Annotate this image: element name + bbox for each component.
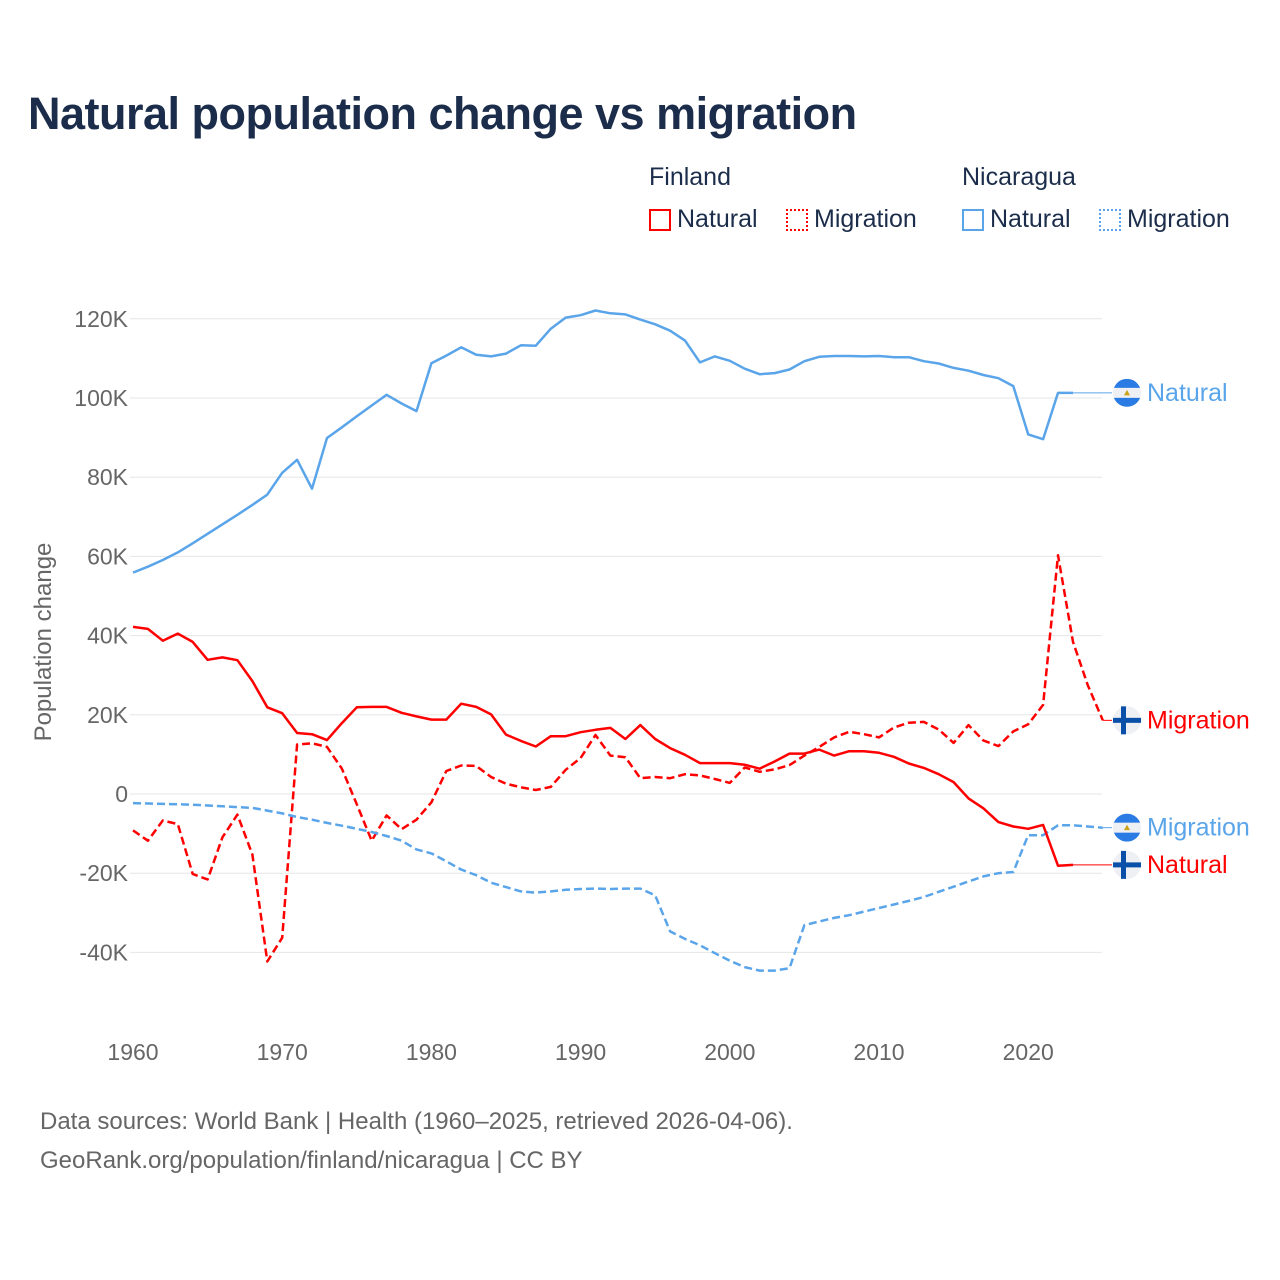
legend-item-finland-migration[interactable]: Migration	[786, 205, 917, 234]
legend-item-nicaragua-migration[interactable]: Migration	[1099, 205, 1230, 234]
legend-item-finland-natural[interactable]: Natural	[649, 205, 758, 234]
legend-label: Natural	[990, 205, 1071, 233]
series-line-finland-natural	[132, 625, 1074, 867]
series-line-finland-migration	[132, 553, 1104, 963]
legend-group-title: Finland	[649, 163, 731, 191]
legend-label: Migration	[1127, 205, 1230, 233]
y-tick-label: -20K	[79, 860, 128, 886]
legend-label: Migration	[814, 205, 917, 233]
y-tick-label: 20K	[87, 702, 129, 728]
series-end-label: Natural	[1147, 379, 1228, 407]
y-axis-label: Population change	[30, 543, 57, 742]
x-tick-label: 2010	[853, 1039, 904, 1065]
footer-sources: Data sources: World Bank | Health (1960–…	[40, 1108, 793, 1135]
series-line-nicaragua-migration	[132, 801, 1103, 972]
y-tick-label: 80K	[87, 464, 129, 490]
finland-flag-icon	[1113, 850, 1141, 879]
series-line-nicaragua-natural	[132, 309, 1073, 574]
legend-swatch-solid	[649, 208, 671, 231]
legend-swatch-solid	[962, 208, 984, 231]
legend-item-nicaragua-natural[interactable]: Natural	[962, 205, 1071, 234]
legend-label: Natural	[677, 205, 758, 233]
nicaragua-flag-icon	[1113, 813, 1141, 842]
series-end-label: Migration	[1147, 706, 1250, 734]
series-end-label: Migration	[1147, 814, 1250, 842]
y-tick-label: 0	[115, 781, 128, 807]
y-tick-label: 120K	[74, 306, 128, 332]
x-tick-label: 1960	[107, 1039, 158, 1065]
x-tick-label: 1990	[555, 1039, 606, 1065]
chart-title: Natural population change vs migration	[28, 88, 857, 139]
x-tick-label: 1970	[257, 1039, 308, 1065]
y-tick-label: 60K	[87, 543, 129, 569]
nicaragua-flag-icon	[1113, 378, 1141, 407]
legend-group-title: Nicaragua	[962, 163, 1076, 191]
finland-flag-icon	[1113, 706, 1141, 735]
y-tick-label: -40K	[79, 939, 128, 965]
footer-link[interactable]: GeoRank.org/population/finland/nicaragua…	[40, 1147, 583, 1174]
x-tick-label: 2000	[704, 1039, 755, 1065]
legend-swatch-dotted	[786, 208, 808, 231]
x-tick-label: 2020	[1003, 1039, 1054, 1065]
series-end-label: Natural	[1147, 851, 1228, 879]
y-tick-label: 40K	[87, 623, 129, 649]
y-tick-label: 100K	[74, 385, 128, 411]
x-tick-label: 1980	[406, 1039, 457, 1065]
legend-swatch-dotted	[1099, 208, 1121, 231]
